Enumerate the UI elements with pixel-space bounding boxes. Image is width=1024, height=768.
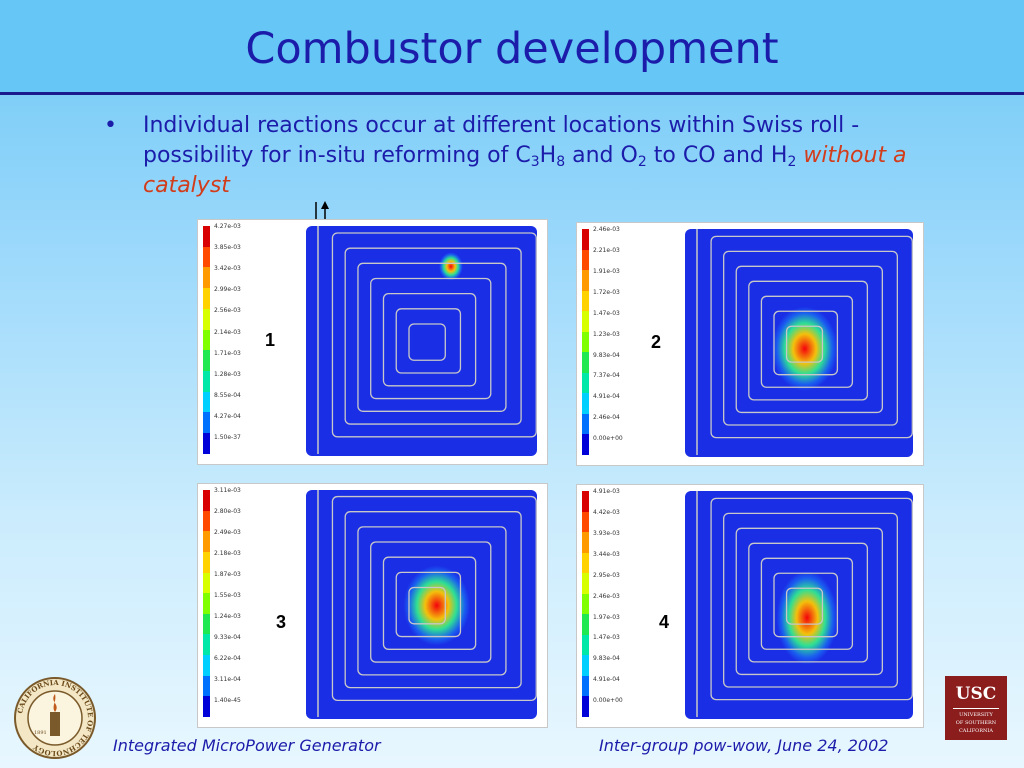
swiss-roll-contour xyxy=(683,489,917,723)
usc-logo-main: USC xyxy=(955,684,997,704)
bullet-part1: Individual reactions occur at different … xyxy=(143,113,860,168)
legend-value: 4.27e-03 xyxy=(214,223,241,230)
legend-value: 4.27e-04 xyxy=(214,413,241,420)
legend-value: 1.71e-03 xyxy=(214,349,241,357)
footer-right: Inter-group pow-wow, June 24, 2002 xyxy=(599,736,889,755)
slide-title: Combustor development xyxy=(245,24,779,74)
legend-value: 2.49e-03 xyxy=(214,529,241,537)
legend-value: 1.28e-03 xyxy=(214,370,241,378)
footer-left: Integrated MicroPower Generator xyxy=(113,736,381,755)
legend-value: 4.42e-03 xyxy=(593,508,620,516)
legend-value: 0.00e+00 xyxy=(593,697,623,705)
panel-label-1: 1 xyxy=(265,330,276,350)
legend-value: 3.85e-03 xyxy=(214,244,241,252)
svg-text:1891: 1891 xyxy=(34,730,47,736)
legend-value: 1.97e-03 xyxy=(593,613,620,621)
legend-value: 2.80e-03 xyxy=(214,508,241,516)
swiss-roll-contour xyxy=(683,227,917,461)
title-bar: Combustor development xyxy=(0,0,1024,95)
legend-value: 7.37e-04 xyxy=(593,372,620,380)
usc-logo-line1: UNIVERSITY xyxy=(959,712,993,718)
legend-value: 3.93e-03 xyxy=(593,529,620,537)
legend-value: 1.72e-03 xyxy=(593,288,620,296)
legend-colorbar xyxy=(582,491,589,717)
legend-value: 4.91e-03 xyxy=(593,488,620,495)
legend-value: 6.22e-04 xyxy=(214,655,241,663)
legend-value: 1.24e-03 xyxy=(214,613,241,621)
subscript-h2: 2 xyxy=(787,154,797,170)
legend-value: 1.47e-03 xyxy=(593,634,620,642)
panel-label-2: 2 xyxy=(651,332,662,352)
legend-value: 2.21e-03 xyxy=(593,246,620,254)
legend-value: 2.14e-03 xyxy=(214,328,241,336)
contour-panel-3: 3.11e-03 2.80e-03 2.49e-03 2.18e-03 1.87e-03… xyxy=(197,483,548,728)
legend-value: 9.33e-04 xyxy=(214,634,241,642)
panel-label-4: 4 xyxy=(659,612,670,632)
subscript-c: 3 xyxy=(530,154,540,170)
legend-value: 1.50e-37 xyxy=(214,434,241,442)
legend-value: 2.95e-03 xyxy=(593,571,620,579)
bullet-text: Individual reactions occur at different … xyxy=(143,111,963,201)
legend-value: 1.40e-45 xyxy=(214,697,241,705)
legend-value: 0.00e+00 xyxy=(593,435,623,443)
emphasis-text: without a catalyst xyxy=(143,143,907,198)
legend-value: 2.56e-03 xyxy=(214,307,241,315)
legend-value: 4.91e-04 xyxy=(593,676,620,684)
legend-value: 2.46e-03 xyxy=(593,226,620,233)
legend-value: 2.46e-04 xyxy=(593,414,620,422)
legend-value: 9.83e-04 xyxy=(593,351,620,359)
legend-colorbar xyxy=(203,490,210,717)
subscript-o: 2 xyxy=(637,154,647,170)
legend-value: 1.55e-03 xyxy=(214,592,241,600)
legend-value: 8.55e-04 xyxy=(214,391,241,399)
caltech-seal-logo: CALIFORNIA INSTITUTE OF TECHNOLOGY 1891 xyxy=(14,677,96,759)
usc-logo-line3: CALIFORNIA xyxy=(958,728,994,734)
legend-value: 9.83e-04 xyxy=(593,655,620,663)
usc-logo-line2: OF SOUTHERN xyxy=(955,720,997,726)
contour-panel-2: 2.46e-03 2.21e-03 1.91e-03 1.72e-03 1.47e-03… xyxy=(576,222,924,466)
bullet-part3: and O xyxy=(565,143,638,168)
bullet-part4: to CO and H xyxy=(646,143,788,168)
legend-value: 1.87e-03 xyxy=(214,571,241,579)
legend-value: 4.91e-04 xyxy=(593,393,620,401)
legend-value: 3.11e-03 xyxy=(214,487,241,494)
legend-value: 3.11e-04 xyxy=(214,676,241,684)
legend-value: 2.99e-03 xyxy=(214,286,241,294)
swiss-roll-contour xyxy=(304,488,541,723)
legend-colorbar xyxy=(203,226,210,454)
legend-value: 1.47e-03 xyxy=(593,309,620,317)
usc-logo: USC UNIVERSITY OF SOUTHERN CALIFORNIA xyxy=(945,676,1007,740)
bullet-part2: H xyxy=(539,143,557,168)
subscript-h: 8 xyxy=(556,154,566,170)
contour-panel-4: 4.91e-03 4.42e-03 3.93e-03 3.44e-03 2.95e-03… xyxy=(576,484,924,728)
legend-value: 3.42e-03 xyxy=(214,265,241,273)
legend-value: 1.23e-03 xyxy=(593,330,620,338)
swiss-roll-contour xyxy=(304,224,541,460)
panel-label-3: 3 xyxy=(276,612,287,632)
legend-value: 3.44e-03 xyxy=(593,550,620,558)
contour-panel-1: 4.27e-03 3.85e-03 3.42e-03 2.99e-03 2.56e-03… xyxy=(197,219,548,465)
legend-value: 1.91e-03 xyxy=(593,267,620,275)
legend-value: 2.18e-03 xyxy=(214,550,241,558)
legend-value: 2.46e-03 xyxy=(593,592,620,600)
legend-colorbar xyxy=(582,229,589,455)
bullet-marker: • xyxy=(104,113,117,138)
